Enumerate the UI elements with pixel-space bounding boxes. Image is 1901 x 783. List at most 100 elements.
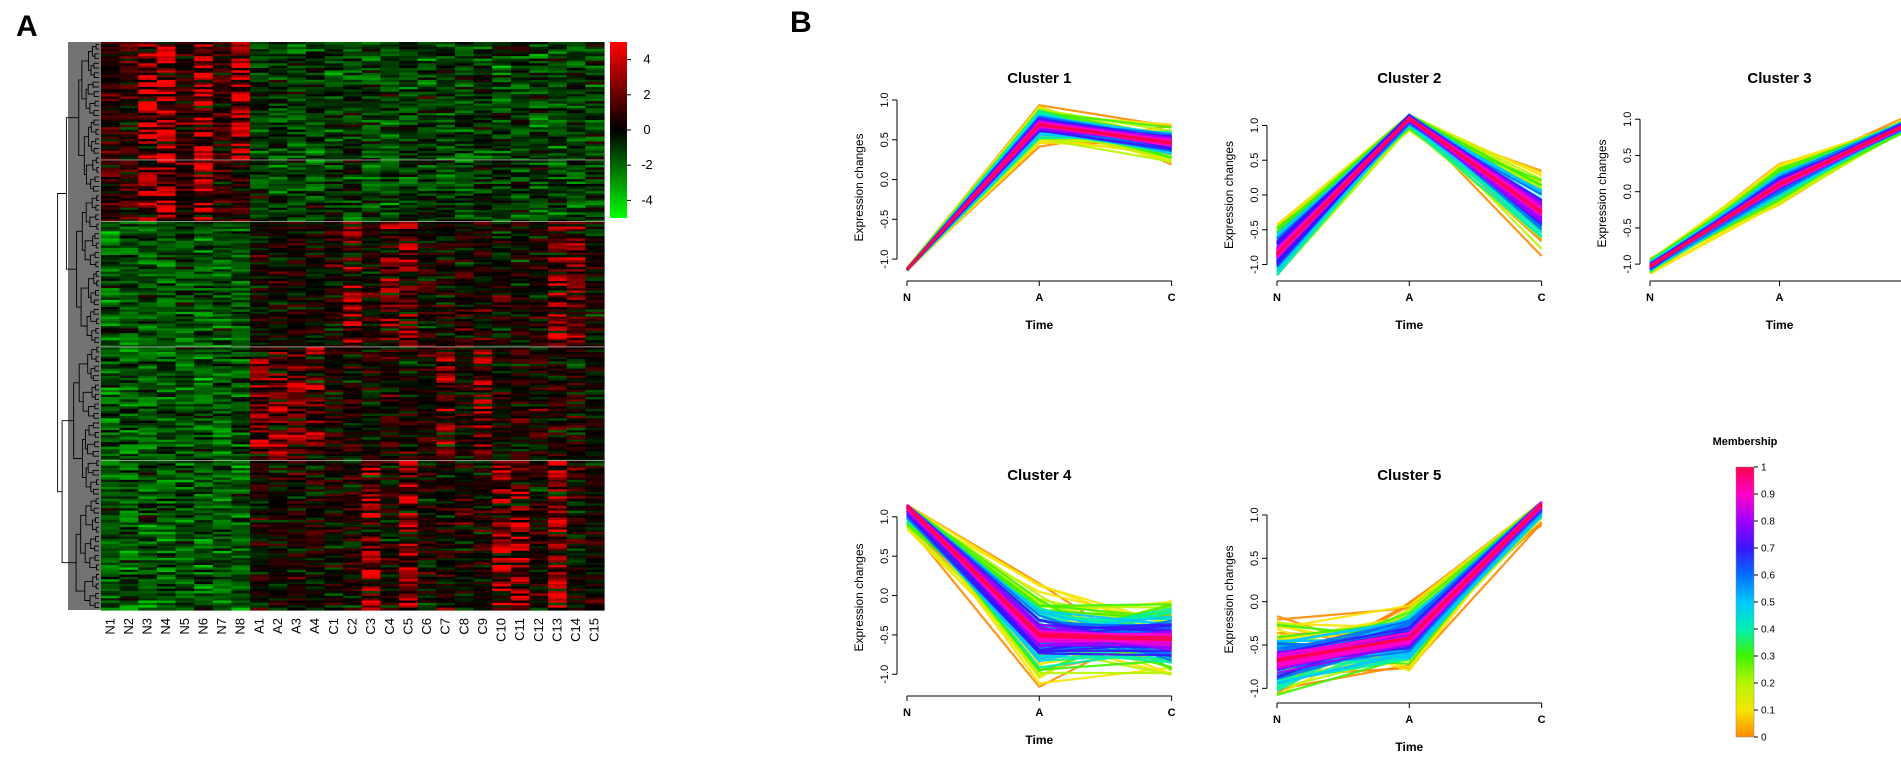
heatmap-cell xyxy=(305,316,326,320)
heatmap-cell xyxy=(231,176,251,180)
heatmap-cell xyxy=(454,110,475,114)
heatmap-cell xyxy=(473,89,493,93)
heatmap-cell xyxy=(492,271,512,275)
heatmap-cell xyxy=(343,397,363,400)
heatmap-cell xyxy=(343,120,363,124)
heatmap-cell xyxy=(436,188,456,192)
heatmap-cell xyxy=(119,233,139,237)
heatmap-cell xyxy=(585,427,605,431)
heatmap-cell xyxy=(417,155,437,159)
heatmap-cell xyxy=(101,77,121,81)
heatmap-cell xyxy=(566,101,586,105)
heatmap-cell xyxy=(194,160,214,164)
heatmap-cell xyxy=(250,418,270,422)
heatmap-cell xyxy=(417,120,437,124)
heatmap-cell xyxy=(305,160,326,164)
heatmap-cell xyxy=(399,264,419,268)
heatmap-cell xyxy=(473,465,493,469)
heatmap-cell xyxy=(343,276,363,280)
heatmap-cell xyxy=(454,288,475,292)
heatmap-cell xyxy=(548,451,568,455)
heatmap-cell xyxy=(324,89,344,93)
heatmap-cell xyxy=(101,444,121,448)
heatmap-cell xyxy=(473,172,493,176)
heatmap-cell xyxy=(287,434,307,438)
heatmap-cell xyxy=(212,165,233,169)
heatmap-cell xyxy=(212,423,233,426)
heatmap-cell xyxy=(380,352,400,355)
heatmap-cell xyxy=(417,330,437,334)
heatmap-cell xyxy=(231,146,251,150)
heatmap-cell xyxy=(305,193,326,197)
heatmap-cell xyxy=(231,406,251,410)
heatmap-cell xyxy=(175,432,195,436)
heatmap-cell xyxy=(287,207,307,211)
heatmap-cell xyxy=(417,385,437,389)
heatmap-cell xyxy=(101,84,121,88)
heatmap-cell xyxy=(194,167,214,171)
heatmap-cell xyxy=(548,434,568,438)
heatmap-cell xyxy=(454,370,475,374)
heatmap-cell xyxy=(250,373,270,377)
heatmap-cell xyxy=(585,406,605,410)
heatmap-cell xyxy=(287,352,307,355)
heatmap-cell xyxy=(399,307,419,311)
heatmap-cell xyxy=(101,75,121,79)
heatmap-cell xyxy=(212,434,233,438)
heatmap-cell xyxy=(156,79,177,83)
heatmap-cell xyxy=(287,184,307,187)
heatmap-cell xyxy=(305,210,326,213)
heatmap-cell xyxy=(436,399,456,403)
heatmap-cell xyxy=(436,108,456,112)
heatmap-cell xyxy=(324,288,344,292)
heatmap-cell xyxy=(343,314,363,318)
heatmap-cell xyxy=(399,245,419,249)
heatmap-cell xyxy=(212,58,233,62)
heatmap-cell xyxy=(585,148,605,152)
heatmap-cell xyxy=(119,188,139,192)
heatmap-cell xyxy=(566,193,586,197)
heatmap-cell xyxy=(436,129,456,133)
heatmap-cell xyxy=(454,117,475,121)
heatmap-cell xyxy=(194,143,214,147)
heatmap-cell xyxy=(473,468,493,471)
heatmap-cell xyxy=(101,413,121,417)
heatmap-cell xyxy=(156,299,177,303)
heatmap-cell xyxy=(399,318,419,322)
heatmap-cell xyxy=(492,285,512,289)
heatmap-cell xyxy=(529,326,549,329)
heatmap-cell xyxy=(175,352,195,355)
heatmap-cell xyxy=(194,103,214,107)
heatmap-cell xyxy=(492,389,512,393)
heatmap-cell xyxy=(138,463,158,467)
heatmap-cell xyxy=(473,378,493,382)
heatmap-cell xyxy=(343,347,363,351)
heatmap-cell xyxy=(380,58,400,62)
heatmap-cell xyxy=(138,53,158,57)
heatmap-cell xyxy=(212,200,233,204)
heatmap-cell xyxy=(268,91,288,95)
heatmap-cell xyxy=(194,139,214,142)
heatmap-cell xyxy=(492,131,512,135)
heatmap-cell xyxy=(473,441,493,445)
heatmap-cell xyxy=(138,397,158,400)
heatmap-cell xyxy=(250,439,270,443)
heatmap-cell xyxy=(250,136,270,140)
heatmap-cell xyxy=(473,281,493,284)
heatmap-cell xyxy=(231,103,251,107)
heatmap-cell xyxy=(268,184,288,187)
heatmap-cell xyxy=(287,221,307,225)
heatmap-cell xyxy=(399,115,419,119)
heatmap-cell xyxy=(212,271,233,275)
heatmap-cell xyxy=(287,212,307,216)
heatmap-cell xyxy=(548,167,568,171)
heatmap-cell xyxy=(492,245,512,249)
heatmap-cell xyxy=(305,101,326,105)
heatmap-cell xyxy=(287,397,307,400)
heatmap-cell xyxy=(138,169,158,173)
heatmap-cell xyxy=(175,191,195,195)
heatmap-cell xyxy=(510,212,531,216)
heatmap-cell xyxy=(175,394,195,398)
heatmap-cell xyxy=(101,259,121,263)
heatmap-cell xyxy=(566,49,586,53)
